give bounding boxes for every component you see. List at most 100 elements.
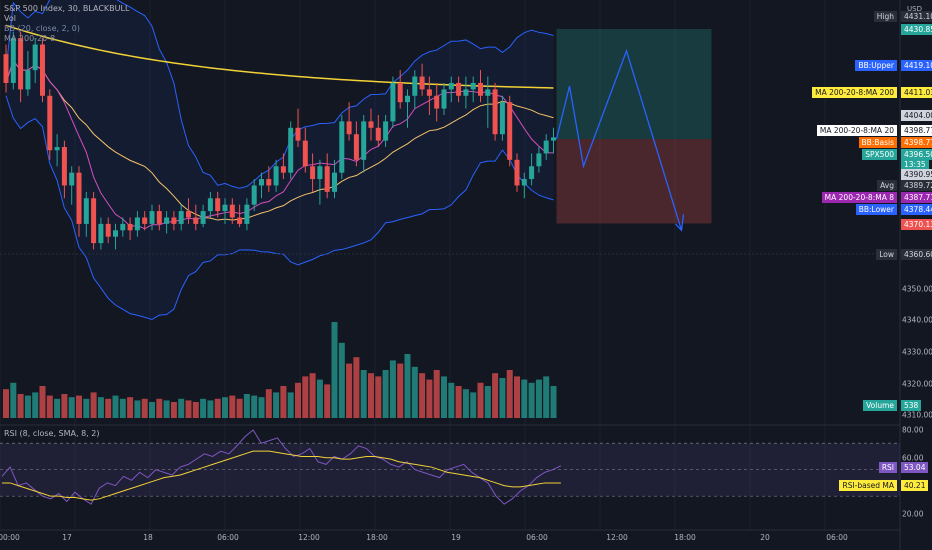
rsi-tick-label: 20.00 [902,509,924,519]
candle-body [405,95,410,103]
candle-body [142,217,148,224]
candle-body [164,217,170,224]
volume-bar [441,376,447,418]
volume-bar [24,395,31,418]
volume-bar [68,397,75,418]
series-name-ma8: MA 200-20-8:MA 8 [821,191,897,203]
ma8-line [5,59,554,230]
volume-bar [492,373,499,418]
x-tick-label: 20 [760,533,770,542]
y-tick-label: 4310.00 [902,410,932,420]
candle-body [98,223,104,244]
rsi-tick-label: 60.00 [902,453,924,463]
volume-bar [243,394,250,418]
series-name-rsi: RSI [878,461,897,473]
x-tick-label: 12:00 [606,533,628,542]
x-tick-label: 12:00 [298,533,320,542]
volume-bar [97,397,104,418]
volume-bar [397,363,404,418]
x-tick-label: 06:00 [826,533,848,542]
volume-bar [192,402,199,418]
candle-body [171,217,177,224]
x-tick-label: 18 [143,533,153,542]
volume-bar [368,373,374,418]
bb-upper-line [5,0,554,189]
volume-bar [389,360,396,418]
volume-bar [448,382,455,418]
volume-bar [141,398,148,418]
price-label-p4404: 4404.00 [901,109,932,121]
volume-bar [419,373,426,418]
ma20-line [5,59,554,221]
candle-body [426,89,432,96]
volume-bar [273,392,280,418]
series-name-high: High [873,10,897,22]
price-label-bbl: 4378.44 [901,203,932,215]
candle-body [91,198,97,244]
candle-body [222,204,228,212]
volume-bar [207,400,214,418]
volume-bar [251,395,258,418]
ma200-line [5,24,554,89]
volume-bar [90,392,97,418]
candle-body [339,121,345,173]
volume-bar [455,386,462,418]
candle-body [551,137,556,141]
series-name-low: Low [876,248,897,260]
rsi-tick-label: 80.00 [902,425,924,435]
candle-body [200,211,206,224]
volume-bar [236,398,243,418]
candle-body [10,38,16,83]
series-name-volume: Volume [863,399,897,411]
volume-bar [499,378,506,418]
candle-body [470,82,476,90]
volume-bar [411,366,418,418]
volume-bar [514,376,520,418]
volume-bar [470,392,477,418]
projection-path [555,48,683,231]
stop-zone [556,139,712,224]
candle-body [492,89,498,135]
volume-bar [331,322,338,418]
volume-bar [295,382,301,418]
volume-bar [535,379,542,418]
candle-body [25,70,31,90]
volume-bar [462,389,469,418]
volume-bar [229,395,236,418]
candle-body [332,172,337,192]
y-tick-label: 4350.00 [902,284,932,294]
candle-body [434,95,440,109]
candle-body [419,76,425,90]
x-tick-label: 06:00 [217,533,239,542]
series-name-bbl: BB:Lower [855,203,897,215]
price-label-low: 4360.60 [901,248,932,260]
candle-body [193,217,199,224]
y-tick-label: 4320.00 [902,379,932,389]
candle-body [47,95,53,151]
volume-bar [222,397,228,418]
price-label-p4370: 4370.13 [901,218,932,230]
series-name-ma20: MA 200-20-8:MA 20 [816,124,897,136]
candle-body [485,89,491,96]
series-name-bbu: BB:Upper [855,59,897,71]
candle-body [251,185,257,205]
x-tick-label: 06:00 [526,533,548,542]
volume-legend: Vol [4,14,16,23]
candle-body [353,134,359,160]
volume-bar [39,386,46,418]
volume-bar [426,379,433,418]
volume-bar [302,376,309,418]
volume-bar [214,398,221,418]
candle-body [346,121,352,135]
volume-bar [353,357,360,418]
price-label-bbu: 4419.10 [901,59,932,71]
price-label-rsi: 53.04 [901,461,929,473]
candle-body [456,82,462,96]
target-zone [556,29,712,140]
volume-bar [76,395,82,418]
volume-bar [309,373,316,418]
volume-bar [433,370,440,418]
bb-legend: BB (20, close, 2, 0) [4,24,80,33]
x-tick-label: 18:00 [674,533,696,542]
